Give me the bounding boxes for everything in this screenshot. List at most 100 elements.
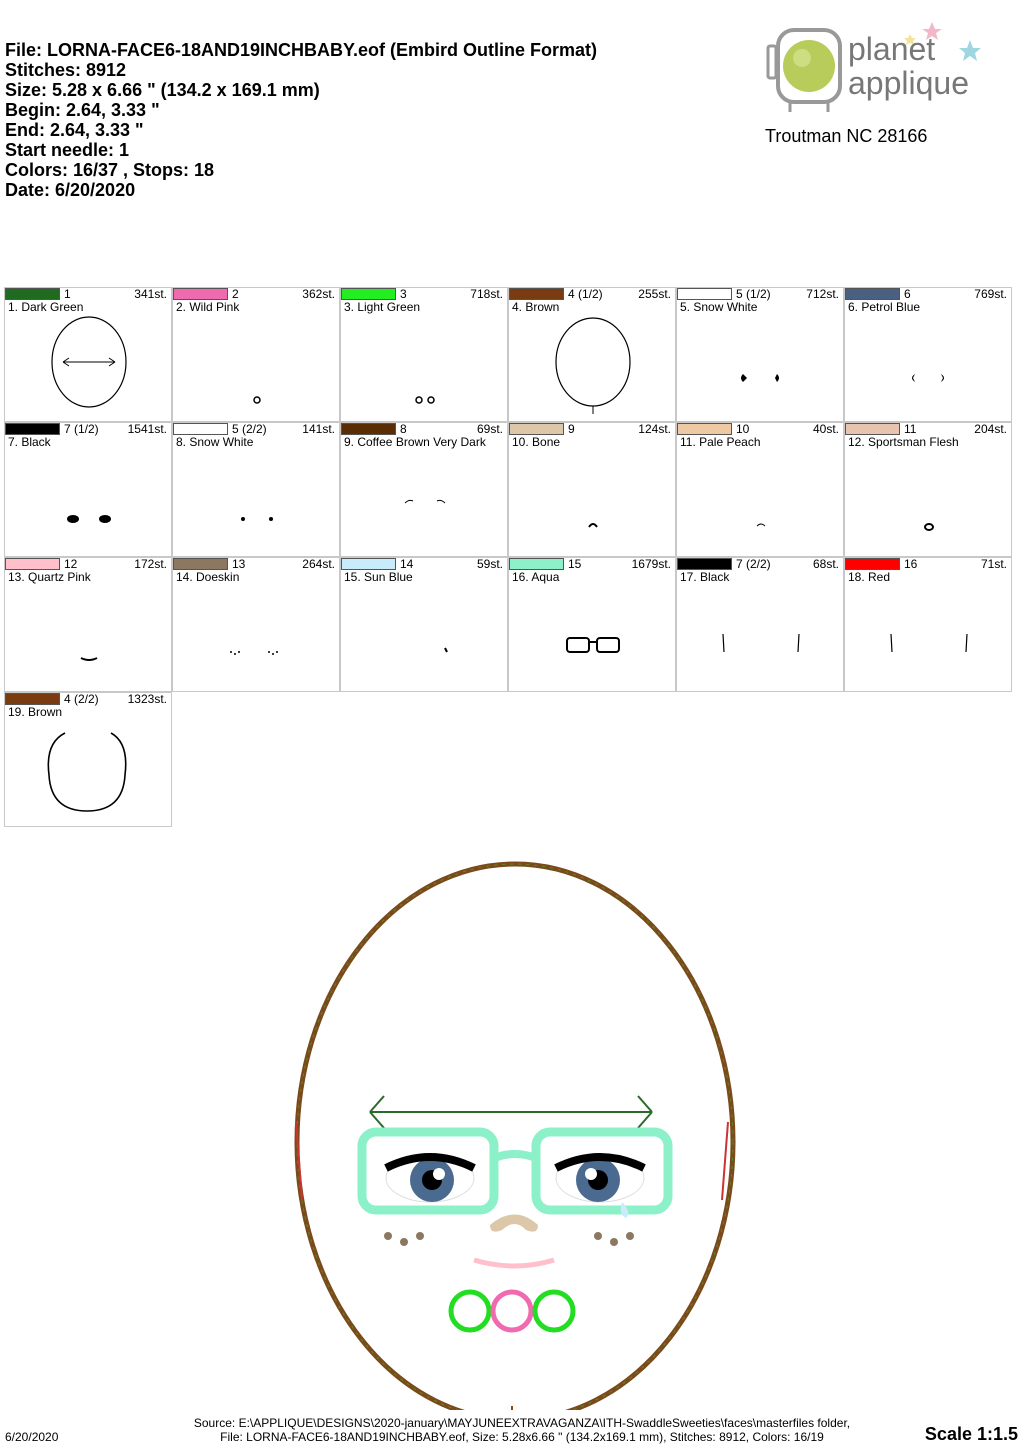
color-swatch bbox=[173, 558, 228, 570]
left-eyelid bbox=[384, 1153, 476, 1172]
colors-line: Colors: 16/37 , Stops: 18 bbox=[5, 160, 215, 180]
stitch-count: 69st. bbox=[476, 422, 503, 436]
color-cell: 4 (1/2) 255st. 4. Brown bbox=[508, 287, 676, 422]
stitch-count: 718st. bbox=[470, 287, 503, 301]
color-name: 7. Black bbox=[8, 435, 51, 449]
color-swatch bbox=[341, 288, 396, 300]
date-line: Date: 6/20/2020 bbox=[5, 180, 136, 200]
stitch-count: 255st. bbox=[638, 287, 671, 301]
tear-drop bbox=[620, 1202, 629, 1218]
stitch-count: 1679st. bbox=[631, 557, 671, 571]
color-name: 4. Brown bbox=[512, 300, 560, 314]
color-cell: 8 69st. 9. Coffee Brown Very Dark bbox=[340, 422, 508, 557]
color-cell: 2 362st. 2. Wild Pink bbox=[172, 287, 340, 422]
step-thumbnail bbox=[756, 523, 766, 527]
color-name: 17. Black bbox=[680, 570, 730, 584]
placement-arrow bbox=[369, 1095, 653, 1129]
color-swatch bbox=[5, 558, 60, 570]
stitch-count: 1323st. bbox=[127, 692, 167, 706]
needle-number: 13 bbox=[232, 557, 246, 571]
stitch-count: 341st. bbox=[134, 287, 167, 301]
color-name: 5. Snow White bbox=[680, 300, 758, 314]
color-cell: 11 204st. 12. Sportsman Flesh bbox=[844, 422, 1012, 557]
left-ear-mark bbox=[295, 1121, 303, 1201]
color-swatch bbox=[509, 558, 564, 570]
design-info: File: LORNA-FACE6-18AND19INCHBABY.eof (E… bbox=[5, 40, 597, 200]
color-cell: 13 264st. 14. Doeskin bbox=[172, 557, 340, 692]
stitch-count: 712st. bbox=[806, 287, 839, 301]
step-thumbnail bbox=[566, 637, 620, 653]
step-thumbnail bbox=[722, 633, 800, 653]
left-highlight bbox=[433, 1168, 445, 1180]
step-thumbnail bbox=[253, 396, 261, 404]
color-swatch bbox=[845, 423, 900, 435]
step-thumbnail bbox=[924, 523, 934, 531]
color-name: 14. Doeskin bbox=[176, 570, 240, 584]
location: Troutman NC 28166 bbox=[765, 126, 928, 146]
stitch-count: 204st. bbox=[974, 422, 1007, 436]
color-swatch bbox=[845, 288, 900, 300]
stitches-line: Stitches: 8912 bbox=[5, 60, 127, 80]
planet-applique-logo: planet applique bbox=[766, 22, 981, 112]
color-swatch bbox=[5, 288, 60, 300]
step-thumbnail bbox=[47, 732, 127, 812]
color-swatch bbox=[509, 288, 564, 300]
needle-number: 7 (1/2) bbox=[64, 422, 99, 436]
stitch-count: 362st. bbox=[302, 287, 335, 301]
glasses-right-lens bbox=[531, 1127, 673, 1215]
footer-source: Source: E:\APPLIQUE\DESIGNS\2020-january… bbox=[0, 1416, 1024, 1444]
freckle bbox=[594, 1232, 602, 1240]
color-name: 16. Aqua bbox=[512, 570, 560, 584]
color-swatch bbox=[173, 288, 228, 300]
begin-line: Begin: 2.64, 3.33 " bbox=[5, 100, 160, 120]
color-name: 15. Sun Blue bbox=[344, 570, 413, 584]
needle-number: 11 bbox=[904, 422, 917, 436]
needle-number: 7 (2/2) bbox=[736, 557, 771, 571]
needle-number: 16 bbox=[904, 557, 918, 571]
color-cell: 12 172st. 13. Quartz Pink bbox=[4, 557, 172, 692]
stitch-count: 59st. bbox=[476, 557, 503, 571]
bead-left bbox=[448, 1289, 492, 1333]
color-name: 19. Brown bbox=[8, 705, 63, 719]
color-name: 3. Light Green bbox=[344, 300, 421, 314]
stitch-count: 769st. bbox=[974, 287, 1007, 301]
mouth bbox=[473, 1257, 555, 1269]
step-thumbnail bbox=[404, 499, 446, 504]
needle-number: 4 (2/2) bbox=[64, 692, 99, 706]
step-thumbnail bbox=[741, 374, 779, 382]
nose bbox=[490, 1214, 538, 1232]
step-thumbnail bbox=[912, 374, 944, 382]
stitch-count: 1541st. bbox=[127, 422, 167, 436]
freckle bbox=[416, 1232, 424, 1240]
step-thumbnail bbox=[415, 396, 435, 404]
source-line-1: Source: E:\APPLIQUE\DESIGNS\2020-january… bbox=[193, 1416, 851, 1430]
color-name: 2. Wild Pink bbox=[176, 300, 240, 314]
color-cell: 7 (2/2) 68st. 17. Black bbox=[676, 557, 844, 692]
right-eyelid bbox=[554, 1153, 646, 1172]
glasses-left-lens bbox=[357, 1127, 499, 1215]
color-swatch bbox=[341, 558, 396, 570]
freckle bbox=[400, 1238, 408, 1246]
color-cell: 5 (2/2) 141st. 8. Snow White bbox=[172, 422, 340, 557]
freckle bbox=[610, 1238, 618, 1246]
color-cell: 14 59st. 15. Sun Blue bbox=[340, 557, 508, 692]
glasses-bridge bbox=[492, 1150, 538, 1162]
color-swatch bbox=[845, 558, 900, 570]
stitch-count: 71st. bbox=[980, 557, 1007, 571]
needle-number: 5 (1/2) bbox=[736, 287, 771, 301]
color-cell: 4 (2/2) 1323st. 19. Brown bbox=[4, 692, 172, 827]
stitch-count: 141st. bbox=[302, 422, 335, 436]
color-cell: 3 718st. 3. Light Green bbox=[340, 287, 508, 422]
needle-number: 5 (2/2) bbox=[232, 422, 267, 436]
needle-number: 15 bbox=[568, 557, 582, 571]
color-cell: 9 124st. 10. Bone bbox=[508, 422, 676, 557]
color-cell: 1 341st. 1. Dark Green bbox=[4, 287, 172, 422]
needle-number: 14 bbox=[400, 557, 414, 571]
step-thumbnail bbox=[588, 523, 598, 528]
color-cell: 7 (1/2) 1541st. 7. Black bbox=[4, 422, 172, 557]
freckle bbox=[626, 1232, 634, 1240]
step-thumbnail bbox=[80, 657, 98, 661]
bead-right bbox=[532, 1289, 576, 1333]
stitch-count: 264st. bbox=[302, 557, 335, 571]
needle-number: 1 bbox=[64, 287, 71, 301]
